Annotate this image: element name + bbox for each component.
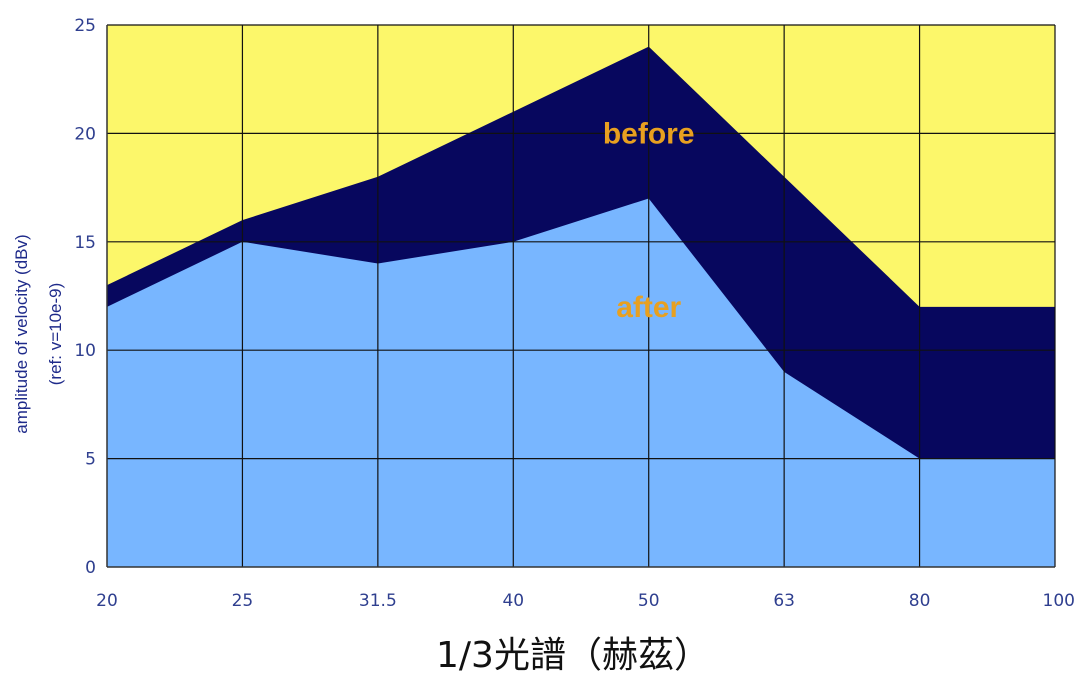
series-areas — [107, 46, 1055, 568]
x-tick-label: 25 — [232, 591, 254, 611]
x-axis-label: 1/3光譜（赫茲） — [436, 635, 710, 676]
series-label-after: after — [616, 291, 681, 324]
y-tick-labels: 0 5 10 15 20 25 — [74, 16, 96, 578]
y-axis-label: amplitude of velocity (dBv) — [12, 234, 31, 433]
x-tick-labels: 20 25 31.5 40 50 63 80 100 — [96, 591, 1075, 611]
y-tick-label: 10 — [74, 341, 96, 361]
x-tick-label: 100 — [1043, 591, 1075, 611]
x-tick-label: 31.5 — [359, 591, 397, 611]
y-tick-label: 15 — [74, 233, 96, 253]
y-tick-label: 5 — [85, 450, 96, 470]
x-tick-label: 63 — [773, 591, 795, 611]
x-tick-label: 50 — [638, 591, 660, 611]
series-labels: before after — [603, 117, 695, 323]
x-tick-label: 80 — [909, 591, 931, 611]
y-axis-label-ref: (ref: v=10e-9) — [46, 283, 65, 386]
y-tick-label: 25 — [74, 16, 96, 36]
series-label-before: before — [603, 117, 695, 150]
area-after — [107, 198, 1055, 567]
x-tick-label: 20 — [96, 591, 118, 611]
grid-lines — [107, 24, 1056, 567]
x-tick-label: 40 — [502, 591, 524, 611]
y-tick-label: 0 — [85, 558, 96, 578]
y-tick-label: 20 — [74, 124, 96, 144]
